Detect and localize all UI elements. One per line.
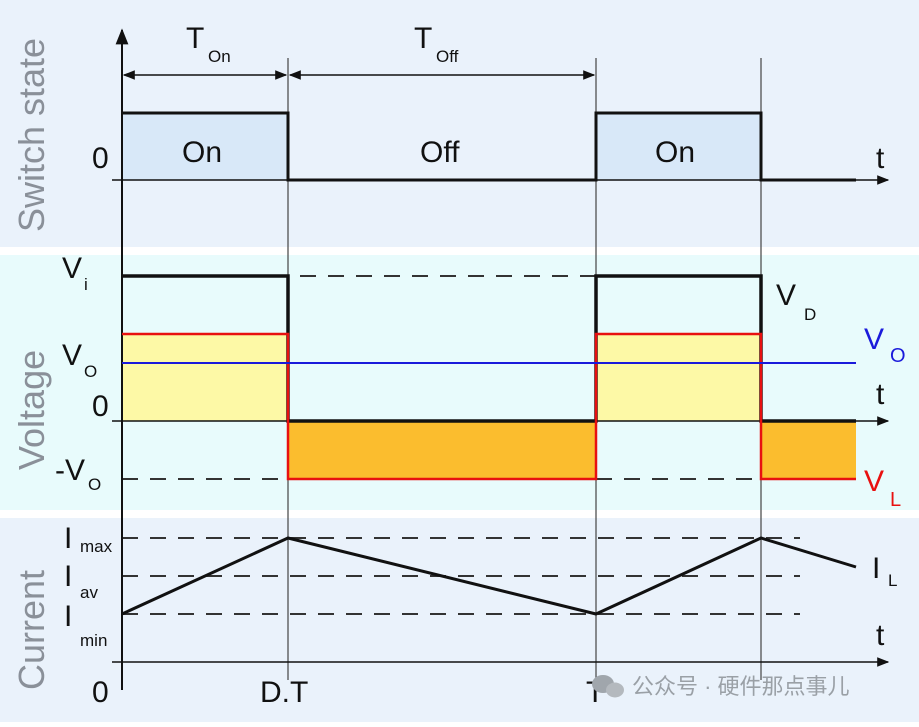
current-panel-bg [0,518,919,722]
toff-label: T [414,22,432,55]
imin-sub: min [80,631,107,650]
imax-sub: max [80,537,113,556]
imin-label: I [64,600,72,633]
vi-label: V [62,252,82,285]
current-t-label: t [876,619,885,652]
x-tick-zero: 0 [92,676,109,709]
switch-t-label: t [876,142,885,175]
imax-label: I [64,522,72,555]
il-sub: L [888,571,897,590]
iav-sub: av [80,583,98,602]
voltage-title: Voltage [11,350,52,470]
voltage-t-label: t [876,378,885,411]
voltage-zero: 0 [92,390,109,423]
il-label: I [872,552,880,585]
vo-right-sub: O [890,345,906,367]
vl-positive-fill-1 [122,334,288,421]
ton-sub: On [208,47,231,66]
vl-label: V [864,465,884,498]
vl-negative-fill-2 [761,421,856,479]
iav-label: I [64,560,72,593]
x-tick-dt: D.T [260,676,308,709]
switch-state-title: Switch state [11,38,52,232]
neg-vo-label: -V [55,454,85,487]
current-title: Current [11,570,52,690]
vo-sub: O [84,362,97,381]
toff-sub: Off [436,47,459,66]
switch-zero: 0 [92,142,109,175]
reference-dashes [122,275,800,615]
vl-sub: L [890,489,901,511]
on-fill-2 [596,113,761,180]
switch-waveform [122,111,856,182]
vi-sub: i [84,275,88,294]
vd-label: V [776,279,796,312]
vl-negative-fill-1 [288,421,596,479]
on-label-2: On [655,136,695,169]
vo-label: V [62,339,82,372]
watermark-text: 公众号 · 硬件那点事儿 [632,674,850,699]
vd-sub: D [804,305,816,324]
ton-label: T [186,22,204,55]
il-waveform [121,536,857,616]
wechat-icon [592,675,624,698]
off-label: Off [420,136,460,169]
neg-vo-sub: O [88,475,101,494]
vl-waveform [122,332,856,481]
on-fill-1 [122,113,288,180]
vl-positive-fill-2 [596,334,761,421]
on-label-1: On [182,136,222,169]
vo-right-label: V [864,323,884,356]
